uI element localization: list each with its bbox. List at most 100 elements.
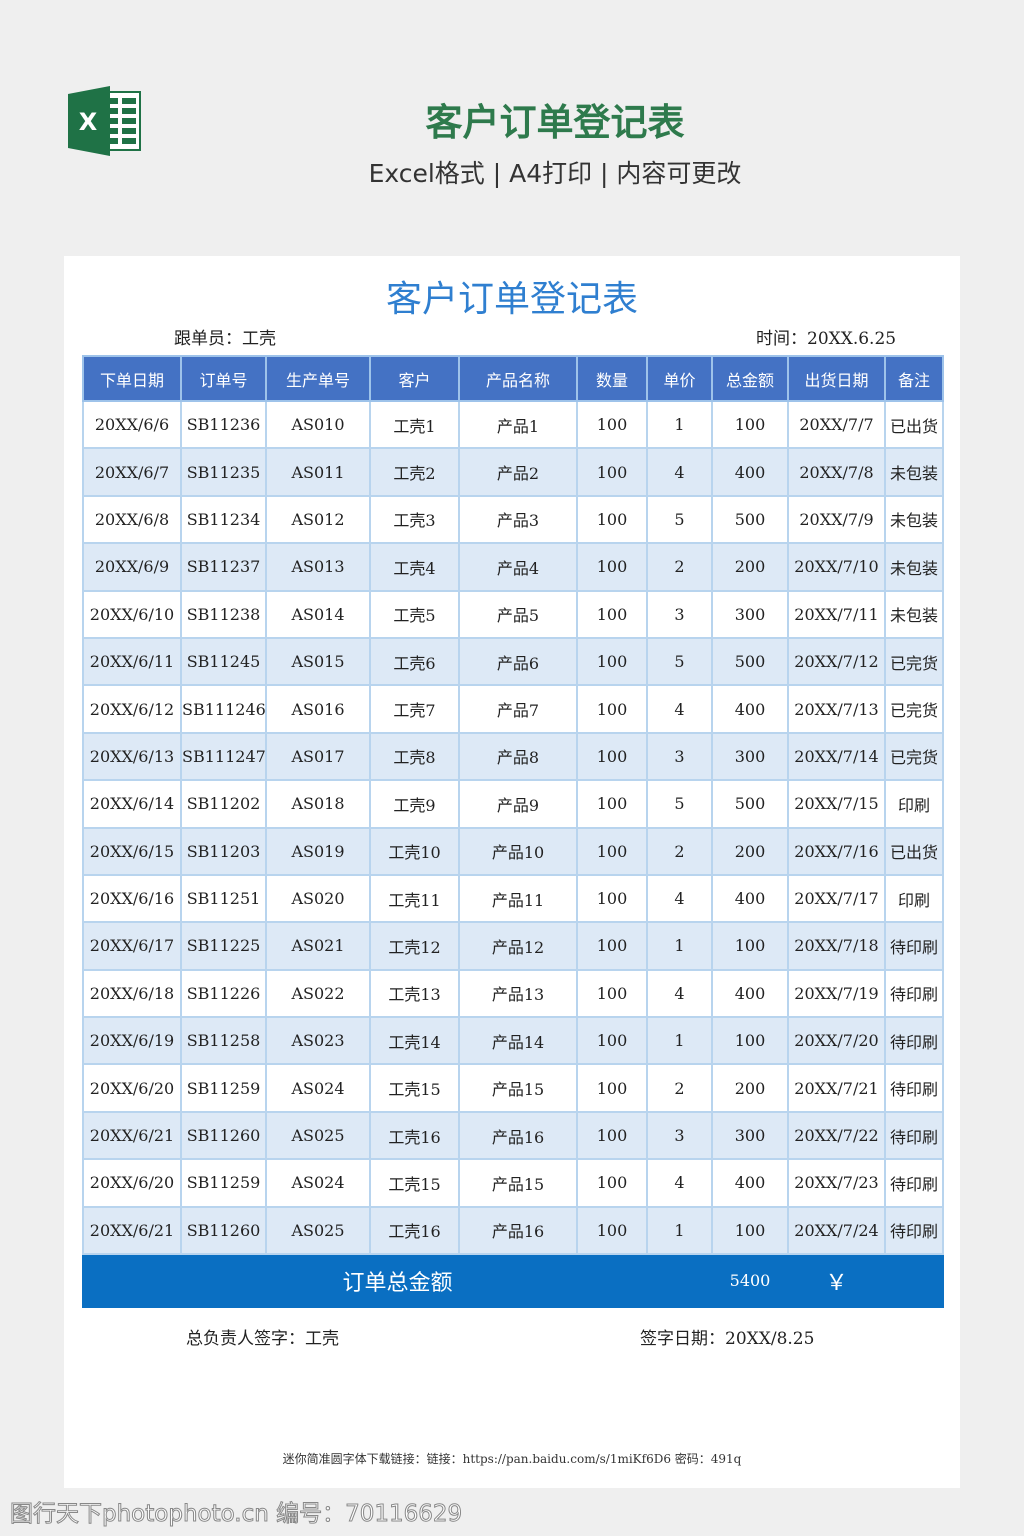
table-cell: SB11226 (180, 968, 267, 1019)
table-cell: 100 (576, 636, 648, 687)
table-cell: 100 (576, 826, 648, 876)
table-cell: 产品10 (458, 826, 578, 876)
table-cell: 工壳3 (369, 494, 460, 545)
column-header: 单价 (646, 355, 713, 402)
table-cell: 1 (646, 1205, 713, 1256)
table-cell: AS015 (265, 636, 371, 687)
table-cell: 产品4 (458, 542, 578, 592)
table-row: 20XX/6/18 SB11226 AS022 工壳13 产品13 100 4 400 20XX… (82, 968, 944, 1019)
table-cell: 500 (711, 779, 789, 829)
table-cell: 20XX/6/6 (82, 399, 182, 450)
table-cell: 100 (711, 921, 789, 971)
table-cell: 已出货 (884, 399, 944, 450)
table-cell: 工壳1 (369, 399, 460, 450)
table-cell: 20XX/7/14 (787, 731, 886, 782)
table-cell: 20XX/7/15 (787, 779, 886, 829)
table-cell: 100 (576, 921, 648, 971)
table-cell: 待印刷 (884, 1063, 944, 1113)
banner-title: 客户订单登记表 (425, 101, 685, 144)
table-cell: 20XX/7/22 (787, 1110, 886, 1161)
table-cell: 工壳15 (369, 1063, 460, 1113)
column-header: 客户 (369, 355, 460, 402)
table-cell: 5 (646, 636, 713, 687)
table-cell: 3 (646, 589, 713, 639)
table-cell: 200 (711, 542, 789, 592)
watermark: 图行天下photophoto.cn 编号：70116629 (9, 1501, 463, 1528)
table-cell: 100 (576, 873, 648, 924)
table-cell: 产品16 (458, 1205, 578, 1256)
table-cell: AS019 (265, 826, 371, 876)
table-cell: 已完货 (884, 731, 944, 782)
table-cell: 产品9 (458, 779, 578, 829)
table-cell: 2 (646, 542, 713, 592)
table-row: 20XX/6/12 SB111246 AS016 工壳7 产品7 100 4 400 20XX/… (82, 684, 944, 734)
table-cell: 20XX/7/13 (787, 684, 886, 734)
total-row: 订单总金额 5400 ￥ (82, 1253, 944, 1309)
table-cell: 4 (646, 968, 713, 1019)
table-cell: 20XX/7/16 (787, 826, 886, 876)
table-cell: AS018 (265, 779, 371, 829)
table-cell: 20XX/7/19 (787, 968, 886, 1019)
table-cell: 工壳8 (369, 731, 460, 782)
table-row: 20XX/6/21 SB11260 AS025 工壳16 产品16 100 1 100 20XX… (82, 1205, 944, 1256)
table-cell: 印刷 (884, 779, 944, 829)
table-cell: 100 (576, 684, 648, 734)
table-cell: 工壳7 (369, 684, 460, 734)
table-cell: 400 (711, 873, 789, 924)
table-cell: 已完货 (884, 684, 944, 734)
table-cell: 产品8 (458, 731, 578, 782)
table-cell: 20XX/7/20 (787, 1016, 886, 1066)
table-cell: 20XX/6/21 (82, 1110, 182, 1161)
table-cell: 5 (646, 779, 713, 829)
table-cell: SB11225 (180, 921, 267, 971)
table-cell: 100 (576, 589, 648, 639)
table-cell: 产品15 (458, 1158, 578, 1208)
total-label: 订单总金额 (82, 1253, 713, 1309)
table-cell: SB111246 (180, 684, 267, 734)
table-cell: SB11245 (180, 636, 267, 687)
table-cell: 20XX/6/20 (82, 1158, 182, 1208)
table-cell: 100 (576, 1158, 648, 1208)
table-cell: 待印刷 (884, 1016, 944, 1066)
table-cell: 20XX/6/18 (82, 968, 182, 1019)
table-cell: 20XX/7/8 (787, 447, 886, 497)
table-cell: 400 (711, 1158, 789, 1208)
table-cell: 3 (646, 1110, 713, 1161)
table-cell: 20XX/7/24 (787, 1205, 886, 1256)
table-cell: 100 (576, 494, 648, 545)
table-cell: AS017 (265, 731, 371, 782)
table-cell: 20XX/6/15 (82, 826, 182, 876)
table-cell: 20XX/6/14 (82, 779, 182, 829)
table-cell: 待印刷 (884, 1110, 944, 1161)
table-cell: 100 (576, 968, 648, 1019)
table-cell: 100 (711, 1016, 789, 1066)
table-cell: 20XX/7/10 (787, 542, 886, 592)
table-cell: SB11258 (180, 1016, 267, 1066)
table-cell: AS021 (265, 921, 371, 971)
table-cell: SB11236 (180, 399, 267, 450)
table-cell: 100 (576, 542, 648, 592)
table-cell: 产品3 (458, 494, 578, 545)
table-row: 20XX/6/20 SB11259 AS024 工壳15 产品15 100 4 400 20XX… (82, 1158, 944, 1208)
table-cell: 产品5 (458, 589, 578, 639)
table-cell: 产品16 (458, 1110, 578, 1161)
table-cell: SB11260 (180, 1205, 267, 1256)
table-cell: 工壳6 (369, 636, 460, 687)
table-cell: AS016 (265, 684, 371, 734)
table-cell: 20XX/6/9 (82, 542, 182, 592)
table-cell: AS014 (265, 589, 371, 639)
table-cell: 20XX/7/11 (787, 589, 886, 639)
table-cell: 100 (576, 1205, 648, 1256)
table-cell: 3 (646, 731, 713, 782)
table-cell: 1 (646, 921, 713, 971)
column-header: 下单日期 (82, 355, 182, 402)
table-cell: 1 (646, 399, 713, 450)
table-cell: AS012 (265, 494, 371, 545)
table-cell: 100 (576, 399, 648, 450)
table-cell: AS024 (265, 1158, 371, 1208)
font-download-note: 迷你简准圆字体下载链接：链接：https://pan.baidu.com/s/1… (282, 1452, 742, 1466)
table-cell: 产品11 (458, 873, 578, 924)
table-cell: 工壳13 (369, 968, 460, 1019)
table-cell: 待印刷 (884, 1205, 944, 1256)
table-cell: 100 (576, 779, 648, 829)
